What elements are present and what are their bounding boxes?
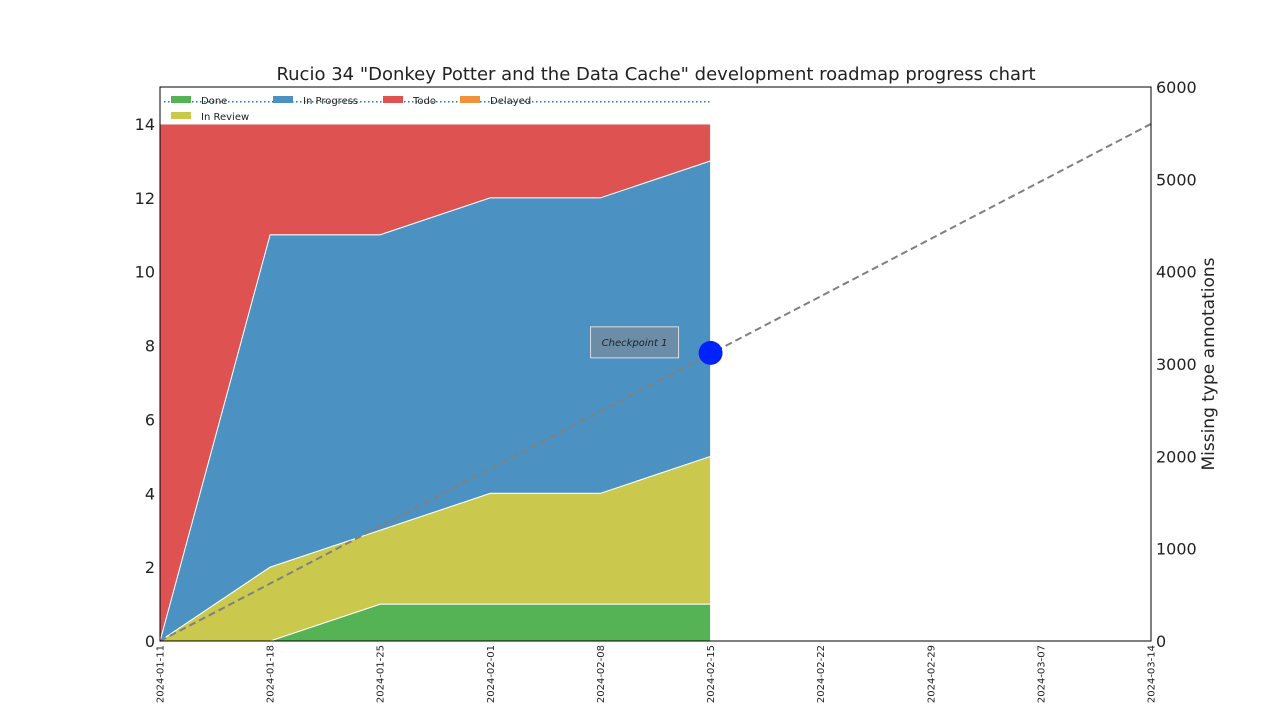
y2-tick-label: 1000 <box>1156 540 1197 559</box>
x-tick-label: 2024-02-29 <box>926 645 937 703</box>
chart-legend: Done In Progress Todo Delayed In Review <box>171 96 531 123</box>
y2-tick-label: 3000 <box>1156 355 1197 374</box>
secondary-y-axis-label: Missing type annotations <box>1199 257 1219 470</box>
y-tick-label: 12 <box>135 189 155 208</box>
x-tick-label: 2024-01-11 <box>156 645 167 703</box>
legend-label-todo: Todo <box>412 96 436 107</box>
legend-label-in-progress: In Progress <box>303 96 358 107</box>
y2-tick-label: 2000 <box>1156 447 1197 466</box>
y-tick-label: 0 <box>145 632 155 651</box>
y2-tick-label: 6000 <box>1156 78 1197 97</box>
y-tick-label: 4 <box>145 484 155 503</box>
legend-swatch-in-review <box>171 112 191 119</box>
annotation-box <box>590 326 680 359</box>
y2-tick-label: 5000 <box>1156 170 1197 189</box>
legend-label-delayed: Delayed <box>490 96 531 107</box>
y-tick-label: 8 <box>145 337 155 356</box>
legend-swatch-delayed <box>460 96 480 103</box>
x-tick-label: 2024-02-22 <box>816 645 827 703</box>
x-tick-label: 2024-02-08 <box>596 645 607 703</box>
legend-swatch-todo <box>383 96 403 103</box>
legend-swatch-in-progress <box>273 96 293 103</box>
legend-label-done: Done <box>201 96 227 107</box>
overlay-layer: Checkpoint 1 <box>159 101 1152 642</box>
y-tick-label: 14 <box>135 115 155 134</box>
y-tick-label: 2 <box>145 558 155 577</box>
legend-swatch-done <box>171 96 191 103</box>
secondary-y-axis-ticks: 0 1000 2000 3000 4000 5000 6000 <box>1156 78 1197 651</box>
x-axis-ticks: 2024-01-11 2024-01-18 2024-01-25 2024-02-01… <box>156 645 1158 703</box>
annotation-text: Checkpoint 1 <box>602 338 668 349</box>
checkpoint-marker <box>698 340 723 365</box>
y2-tick-label: 0 <box>1156 632 1166 651</box>
y-axis-ticks: 0 2 4 6 8 10 12 14 <box>135 115 155 651</box>
y-tick-label: 10 <box>135 263 155 282</box>
x-tick-label: 2024-02-15 <box>706 645 717 703</box>
x-tick-label: 2024-03-07 <box>1036 645 1047 703</box>
plot-frame <box>159 86 1152 642</box>
stacked-areas <box>158 123 712 643</box>
x-tick-label: 2024-02-01 <box>486 645 497 703</box>
y-tick-label: 6 <box>145 410 155 429</box>
x-tick-label: 2024-01-25 <box>376 645 387 703</box>
x-tick-label: 2024-03-14 <box>1147 645 1158 703</box>
chart-title: Rucio 34 "Donkey Potter and the Data Cac… <box>276 64 1035 85</box>
y2-tick-label: 4000 <box>1156 263 1197 282</box>
x-tick-label: 2024-01-18 <box>266 645 277 703</box>
legend-label-in-review: In Review <box>201 112 249 123</box>
